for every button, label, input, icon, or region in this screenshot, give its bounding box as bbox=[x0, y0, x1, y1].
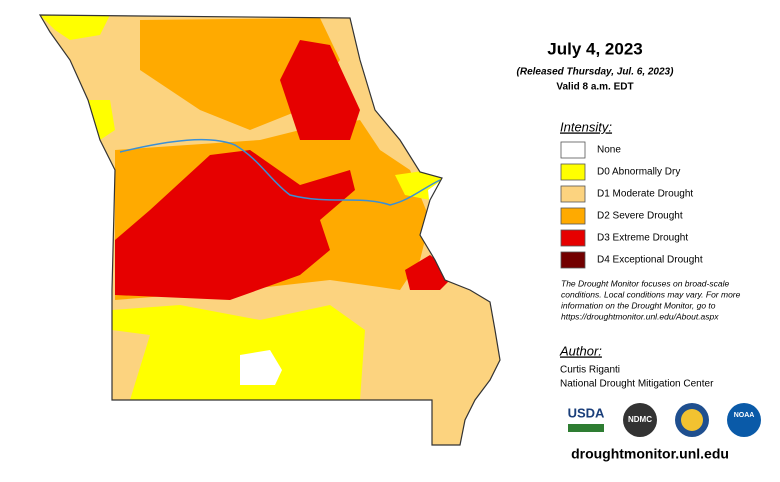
logo-noaa-text: NOAA bbox=[734, 412, 755, 419]
logo-usda-bar bbox=[568, 424, 604, 432]
state-outline bbox=[38, 14, 501, 446]
subtitle: (Released Thursday, Jul. 6, 2023) bbox=[517, 67, 675, 78]
valid-time: Valid 8 a.m. EDT bbox=[556, 82, 633, 93]
note-line: conditions. Local conditions may vary. F… bbox=[561, 289, 741, 299]
drought-region bbox=[280, 40, 360, 140]
legend-swatch bbox=[560, 251, 586, 269]
legend-swatch bbox=[560, 141, 586, 159]
drought-region bbox=[112, 330, 150, 400]
logo-ndmc bbox=[623, 403, 657, 437]
drought-region bbox=[112, 305, 365, 400]
drought-region bbox=[240, 350, 282, 385]
legend-swatch bbox=[560, 229, 586, 247]
logo-usda: USDA bbox=[568, 405, 605, 420]
legend-swatch bbox=[560, 185, 586, 203]
logo-ndmc-text: NDMC bbox=[628, 415, 652, 424]
legend-title: Intensity: bbox=[560, 119, 612, 134]
logo-noaa bbox=[727, 403, 761, 437]
legend-label: None bbox=[597, 145, 621, 156]
logo-doc-inner bbox=[681, 409, 703, 431]
note-line: information on the Drought Monitor, go t… bbox=[561, 300, 716, 310]
legend-swatch bbox=[560, 207, 586, 225]
legend-label: D1 Moderate Drought bbox=[597, 189, 693, 200]
drought-region bbox=[405, 255, 455, 290]
drought-region bbox=[88, 100, 115, 140]
legend-swatch bbox=[560, 163, 586, 181]
river bbox=[119, 138, 441, 206]
note: The Drought Monitor focuses on broad-sca… bbox=[561, 278, 741, 321]
legend-label: D0 Abnormally Dry bbox=[597, 167, 680, 178]
drought-region bbox=[40, 15, 110, 40]
author-name: Curtis Riganti bbox=[560, 365, 620, 376]
state-map bbox=[40, 15, 500, 445]
url: droughtmonitor.unl.edu bbox=[571, 446, 729, 462]
note-line: https://droughtmonitor.unl.edu/About.asp… bbox=[561, 311, 719, 321]
legend-label: D2 Severe Drought bbox=[597, 211, 683, 222]
legend-label: D3 Extreme Drought bbox=[597, 233, 688, 244]
drought-region bbox=[115, 150, 355, 300]
author-title: Author: bbox=[559, 343, 602, 358]
author-org: National Drought Mitigation Center bbox=[560, 379, 714, 390]
legend-label: D4 Exceptional Drought bbox=[597, 255, 703, 266]
note-line: The Drought Monitor focuses on broad-sca… bbox=[561, 278, 729, 288]
title: July 4, 2023 bbox=[547, 39, 642, 58]
legend: None D0 Abnormally Dry D1 Moderate Drought… bbox=[560, 141, 703, 269]
